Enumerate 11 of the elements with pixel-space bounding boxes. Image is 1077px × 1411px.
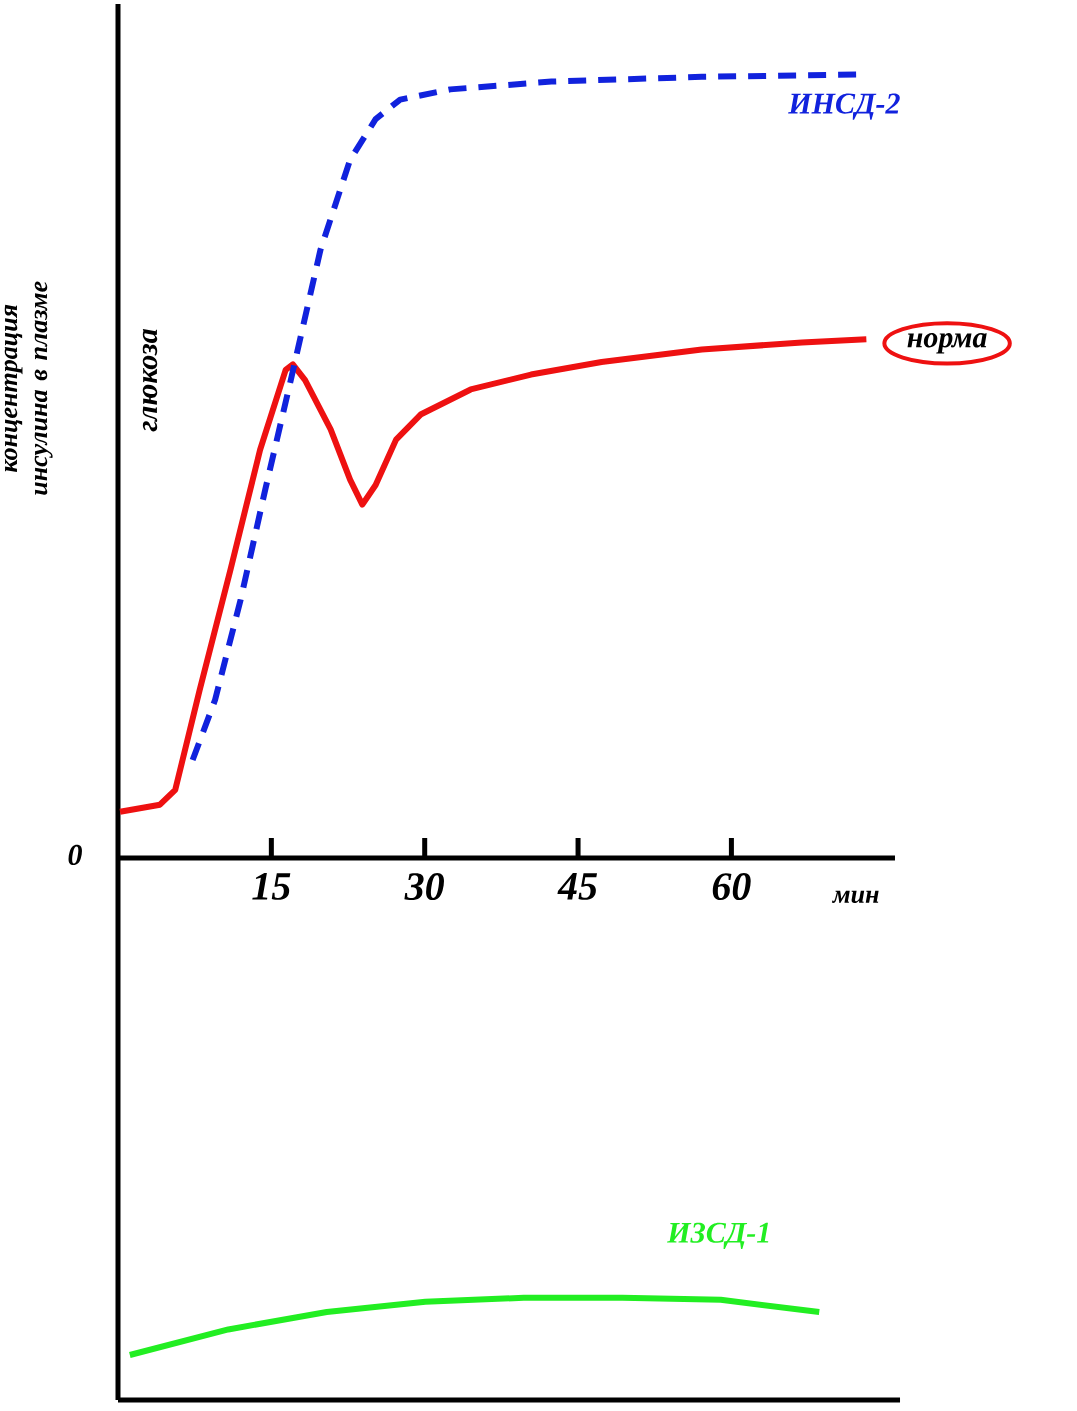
- series-label: ИНСД-2: [788, 93, 900, 120]
- text: 0: [68, 844, 82, 866]
- legend-label: норма: [907, 333, 987, 354]
- x-tick-label: 15: [252, 873, 291, 900]
- annotation: глюкоза: [142, 329, 158, 432]
- x-tick-label: 60: [712, 873, 751, 901]
- x-axis-title: мин: [831, 890, 879, 904]
- series-label: ИЗСД-1: [667, 1222, 769, 1249]
- x-tick-label: 45: [557, 873, 598, 900]
- x-tick-label: 30: [404, 873, 444, 901]
- y-axis-title: концентрация инсулина в плазме: [4, 281, 53, 495]
